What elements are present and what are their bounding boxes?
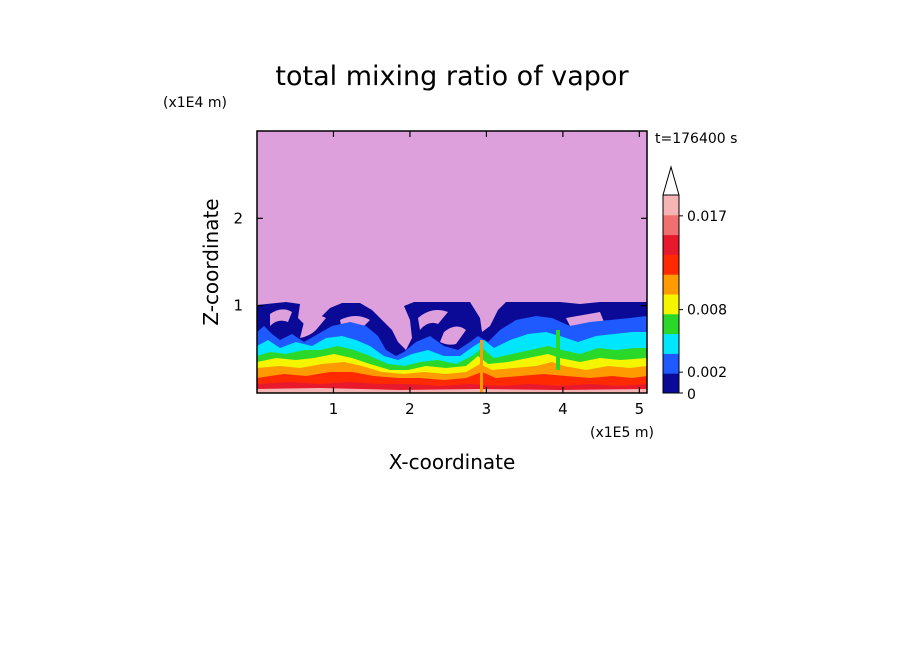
intrusion-5	[440, 326, 466, 345]
axes: 1 2 3 4 5 1 2	[233, 131, 647, 418]
colorbar-swatch	[663, 373, 679, 394]
contour-band-pink	[257, 388, 647, 393]
contour-field	[257, 131, 647, 393]
y-axis-unit: (x1E4 m)	[163, 95, 227, 111]
x-tick-label: 3	[482, 400, 492, 418]
plot-frame	[256, 130, 648, 394]
intrusion-2	[300, 315, 326, 338]
colorbar-swatch	[663, 234, 679, 255]
x-axis-label: X-coordinate	[389, 450, 516, 474]
colorbar: 0.017 0.008 0.002 0	[662, 165, 727, 403]
y-axis-label: Z-coordinate	[199, 198, 223, 325]
x-tick-label: 5	[635, 400, 645, 418]
colorbar-tick-label: 0.002	[687, 365, 727, 381]
colorbar-swatch	[663, 254, 679, 275]
colorbar-swatch	[663, 353, 679, 374]
colorbar-extend-arrow	[662, 165, 680, 196]
x-axis-unit: (x1E5 m)	[590, 425, 654, 441]
colorbar-swatch	[663, 274, 679, 295]
colorbar-tick-label: 0.008	[687, 303, 727, 319]
colorbar-swatch	[663, 313, 679, 335]
colorbar-swatch	[663, 333, 679, 354]
colorbar-swatch	[663, 195, 679, 216]
colorbar-swatch	[663, 294, 679, 315]
streak-1	[480, 340, 483, 393]
x-tick-label: 1	[329, 400, 339, 418]
intrusion-1	[270, 309, 292, 326]
x-tick-label: 2	[405, 400, 415, 418]
x-tick-label: 4	[558, 400, 568, 418]
intrusion-4	[418, 310, 448, 330]
time-label: t=176400 s	[655, 131, 737, 147]
chart-title: total mixing ratio of vapor	[275, 61, 629, 92]
colorbar-tick-label: 0.017	[687, 209, 727, 225]
colorbar-swatch	[663, 214, 679, 236]
y-tick-label: 2	[233, 209, 243, 227]
streak-2	[556, 330, 560, 370]
colorbar-tick-label: 0	[687, 387, 696, 403]
y-tick-label: 1	[233, 297, 243, 315]
